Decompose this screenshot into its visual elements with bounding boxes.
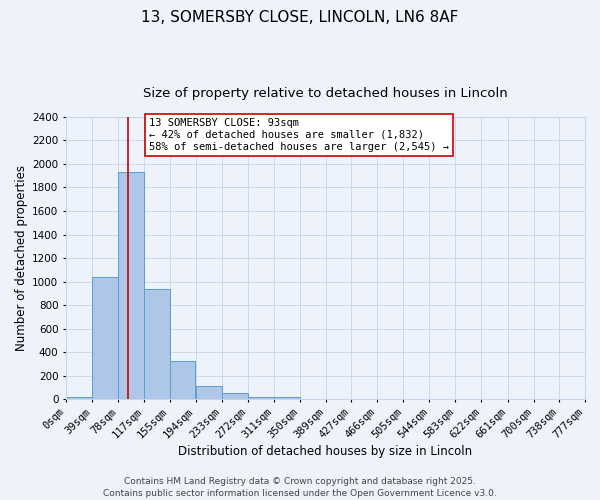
Text: 13 SOMERSBY CLOSE: 93sqm
← 42% of detached houses are smaller (1,832)
58% of sem: 13 SOMERSBY CLOSE: 93sqm ← 42% of detach… [149, 118, 449, 152]
Text: Contains HM Land Registry data © Crown copyright and database right 2025.
Contai: Contains HM Land Registry data © Crown c… [103, 476, 497, 498]
Bar [66, 397, 92, 399]
X-axis label: Distribution of detached houses by size in Lincoln: Distribution of detached houses by size … [178, 444, 473, 458]
Bar [248, 397, 274, 399]
Bar [92, 278, 118, 399]
Y-axis label: Number of detached properties: Number of detached properties [15, 165, 28, 351]
Bar [145, 288, 170, 399]
Bar [170, 361, 196, 399]
Bar [118, 172, 144, 399]
Text: 13, SOMERSBY CLOSE, LINCOLN, LN6 8AF: 13, SOMERSBY CLOSE, LINCOLN, LN6 8AF [142, 10, 458, 25]
Bar [222, 393, 248, 399]
Bar [274, 398, 299, 399]
Title: Size of property relative to detached houses in Lincoln: Size of property relative to detached ho… [143, 88, 508, 101]
Bar [196, 386, 221, 399]
